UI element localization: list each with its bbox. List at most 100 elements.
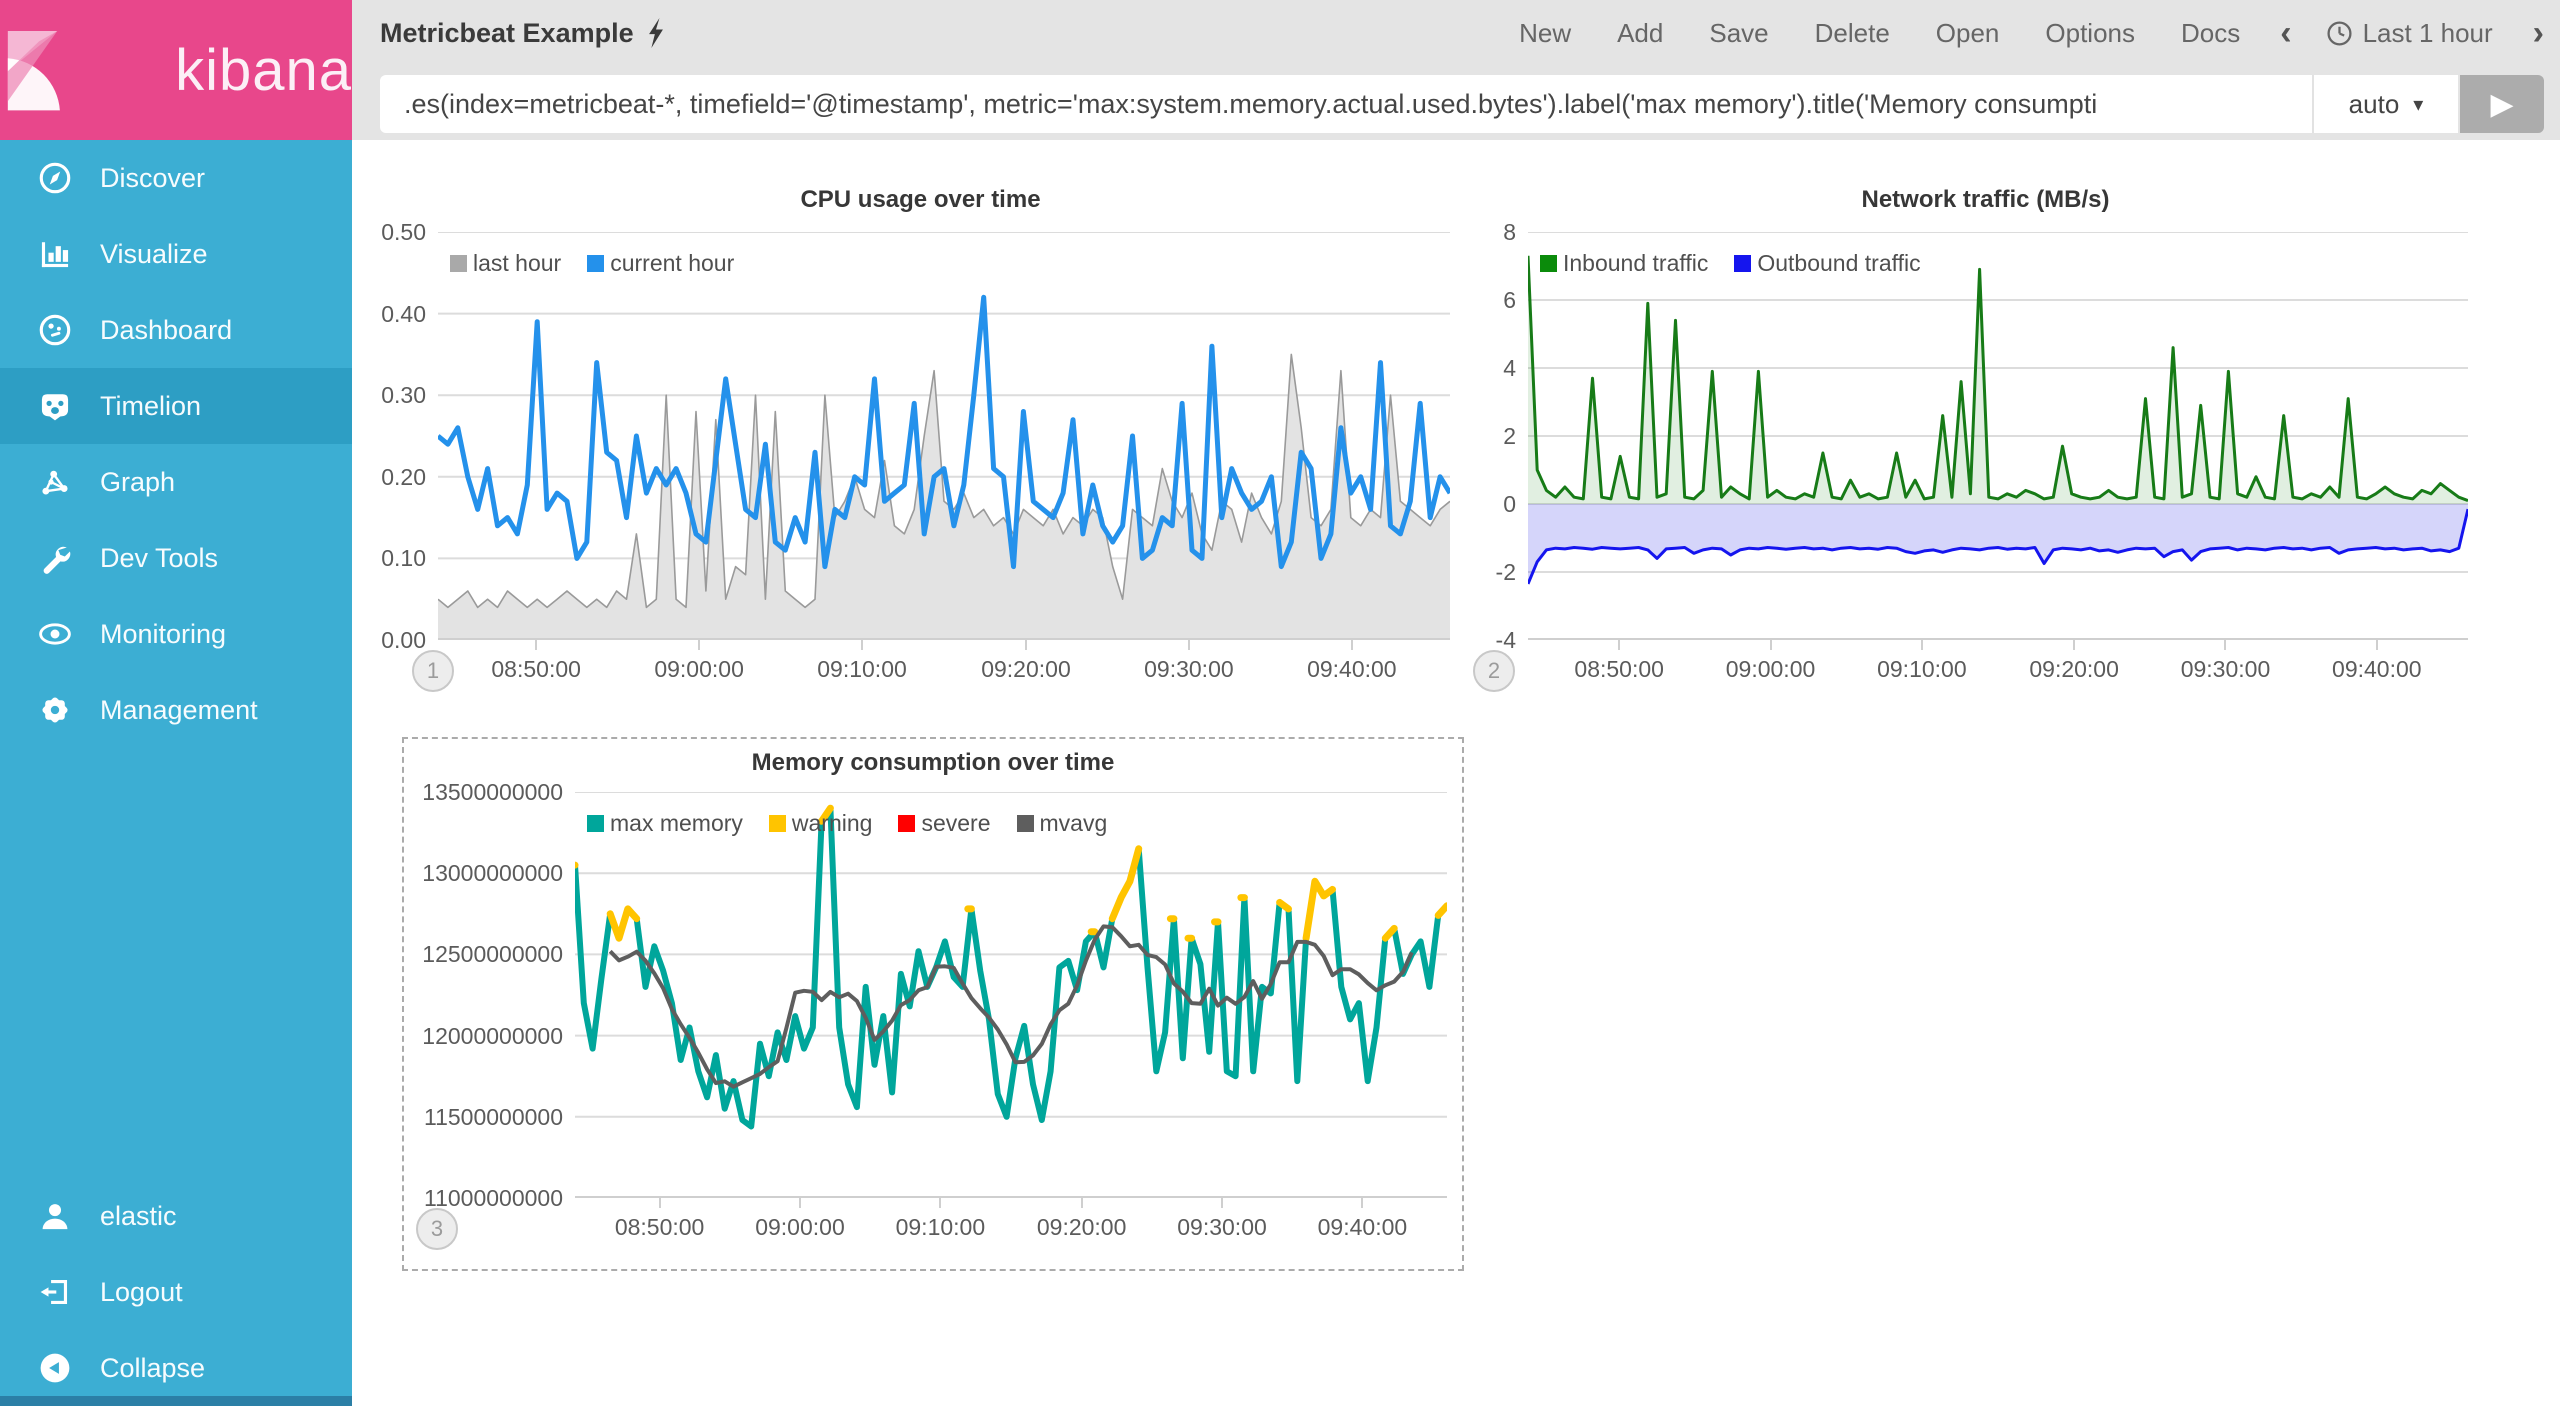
interval-value: auto <box>2348 88 2400 119</box>
y-tick-label: 0.40 <box>381 300 426 327</box>
x-tick-mark <box>939 1198 942 1208</box>
x-tick-mark <box>2073 640 2076 650</box>
delete-button[interactable]: Delete <box>1814 17 1890 48</box>
series-warning <box>1302 877 1336 942</box>
series-max memory <box>575 805 1447 1130</box>
y-tick-label: 11500000000 <box>424 1103 563 1130</box>
new-button[interactable]: New <box>1519 17 1572 48</box>
y-tick-label: -2 <box>1495 559 1516 585</box>
kibana-logo-icon <box>7 30 60 111</box>
plot-area-memory[interactable] <box>575 792 1447 1198</box>
x-tick-label: 09:00:00 <box>1725 656 1816 682</box>
title-row: Metricbeat Example New Add Save Delete O… <box>380 0 2544 66</box>
legend-swatch <box>898 815 916 832</box>
sidebar-item-visualize[interactable]: Visualize <box>0 216 352 292</box>
sidebar-item-label: Timelion <box>100 390 202 421</box>
legend-label: Outbound traffic <box>1757 250 1921 276</box>
open-button[interactable]: Open <box>1935 17 2000 48</box>
x-tick-mark <box>2224 640 2227 650</box>
sidebar-item-dashboard[interactable]: Dashboard <box>0 292 352 368</box>
sidebar-item-devtools[interactable]: Dev Tools <box>0 520 352 596</box>
y-tick-label: 13500000000 <box>422 779 563 805</box>
sidebar-item-monitoring[interactable]: Monitoring <box>0 596 352 672</box>
x-tick-mark <box>861 640 864 650</box>
add-button[interactable]: Add <box>1617 17 1664 48</box>
sidebar-item-label: Collapse <box>100 1352 206 1383</box>
chart-cpu[interactable]: CPU usage over time 0.50 0.40 0.30 0.20 0.10 0… <box>368 170 1473 715</box>
compass-icon <box>38 161 82 195</box>
save-button[interactable]: Save <box>1709 17 1769 48</box>
x-tick-label: 09:40:00 <box>2332 656 2422 682</box>
run-query-button[interactable]: ▶ <box>2460 75 2544 133</box>
chart-memory[interactable]: Memory consumption over time 13500000000 1… <box>402 737 1464 1271</box>
x-tick-label: 09:40:00 <box>1317 1214 1408 1240</box>
x-tick-mark <box>1920 640 1923 650</box>
legend-swatch <box>768 815 786 832</box>
sidebar-item-timelion[interactable]: Timelion <box>0 368 352 444</box>
legend-item: current hour <box>587 250 734 277</box>
sidebar-item-logout[interactable]: Logout <box>0 1254 352 1330</box>
time-range-picker[interactable]: Last 1 hour <box>2326 18 2493 49</box>
y-tick-label: 0.30 <box>381 382 426 409</box>
x-tick-mark <box>658 1198 661 1208</box>
series-warning <box>1276 898 1292 913</box>
chart-legend: Inbound traffic Outbound traffic <box>1540 250 1947 277</box>
x-tick-mark <box>535 640 538 650</box>
sidebar-item-graph[interactable]: Graph <box>0 444 352 520</box>
legend-item: Inbound traffic <box>1540 250 1708 277</box>
x-tick-label: 08:50:00 <box>1574 656 1664 682</box>
sidebar-item-user[interactable]: elastic <box>0 1178 352 1254</box>
series-warning <box>606 905 641 942</box>
options-button[interactable]: Options <box>2045 17 2135 48</box>
legend-swatch <box>587 255 605 272</box>
kibana-logo[interactable]: kibana <box>0 0 352 140</box>
legend-swatch <box>450 255 467 272</box>
legend-label: warning <box>791 810 873 836</box>
legend-item: severe <box>898 810 991 837</box>
play-icon: ▶ <box>2490 87 2514 121</box>
x-tick-label: 09:20:00 <box>981 656 1071 682</box>
x-tick-mark <box>1769 640 1772 650</box>
chart-network[interactable]: Network traffic (MB/s) 8 6 4 2 0 -2 -4 08:50:00 0… <box>1468 170 2503 715</box>
sidebar-item-label: Dev Tools <box>100 542 219 573</box>
series-mvavg <box>608 924 1414 1089</box>
x-tick-label: 09:00:00 <box>755 1214 845 1240</box>
timelion-expression-input[interactable] <box>380 75 2312 133</box>
series-Outbound traffic <box>1528 508 2468 585</box>
sidebar-item-label: Discover <box>100 162 206 193</box>
series-warning <box>1108 845 1143 923</box>
chart-legend: last hour current hour <box>450 250 760 277</box>
y-tick-label: 0.20 <box>381 463 426 490</box>
docs-button[interactable]: Docs <box>2181 17 2241 48</box>
sidebar-item-label: Dashboard <box>100 314 233 345</box>
x-tick-mark <box>1080 1198 1083 1208</box>
chart-title: Network traffic (MB/s) <box>1861 186 2110 213</box>
x-tick-label: 09:00:00 <box>654 656 744 682</box>
sidebar-item-label: Logout <box>100 1276 183 1307</box>
time-forward-chevron[interactable]: › <box>2532 13 2544 52</box>
y-tick-label: -4 <box>1495 627 1516 653</box>
x-tick-label: 09:10:00 <box>895 1214 986 1240</box>
sidebar-item-collapse[interactable]: Collapse <box>0 1330 352 1406</box>
plot-area-cpu[interactable] <box>438 232 1450 640</box>
sidebar-item-management[interactable]: Management <box>0 672 352 748</box>
sidebar-item-label: Visualize <box>100 238 208 269</box>
expression-badge-2: 2 <box>1473 650 1515 692</box>
lightning-bolt-icon <box>646 18 666 48</box>
topbar: Metricbeat Example New Add Save Delete O… <box>352 0 2560 140</box>
chart-title: CPU usage over time <box>800 186 1041 213</box>
time-back-chevron[interactable]: ‹ <box>2280 13 2292 52</box>
expression-badge-1: 1 <box>412 650 454 692</box>
x-tick-mark <box>1187 640 1190 650</box>
sidebar-nav: Discover Visualize Dashboard Timelion Gr… <box>0 140 352 748</box>
y-tick-label: 4 <box>1503 355 1516 381</box>
plot-area-network[interactable] <box>1528 232 2468 640</box>
legend-label: mvavg <box>1039 810 1108 836</box>
sidebar: kibana Discover Visualize Dashboard Time… <box>0 0 352 1406</box>
series-last hour <box>438 353 1450 609</box>
sidebar-item-discover[interactable]: Discover <box>0 140 352 216</box>
x-tick-label: 08:50:00 <box>614 1214 705 1240</box>
sidebar-bottom-strip <box>0 1396 352 1406</box>
chart-legend: max memory warning severe mvavg <box>587 810 1133 837</box>
interval-dropdown[interactable]: auto ▾ <box>2312 75 2458 133</box>
